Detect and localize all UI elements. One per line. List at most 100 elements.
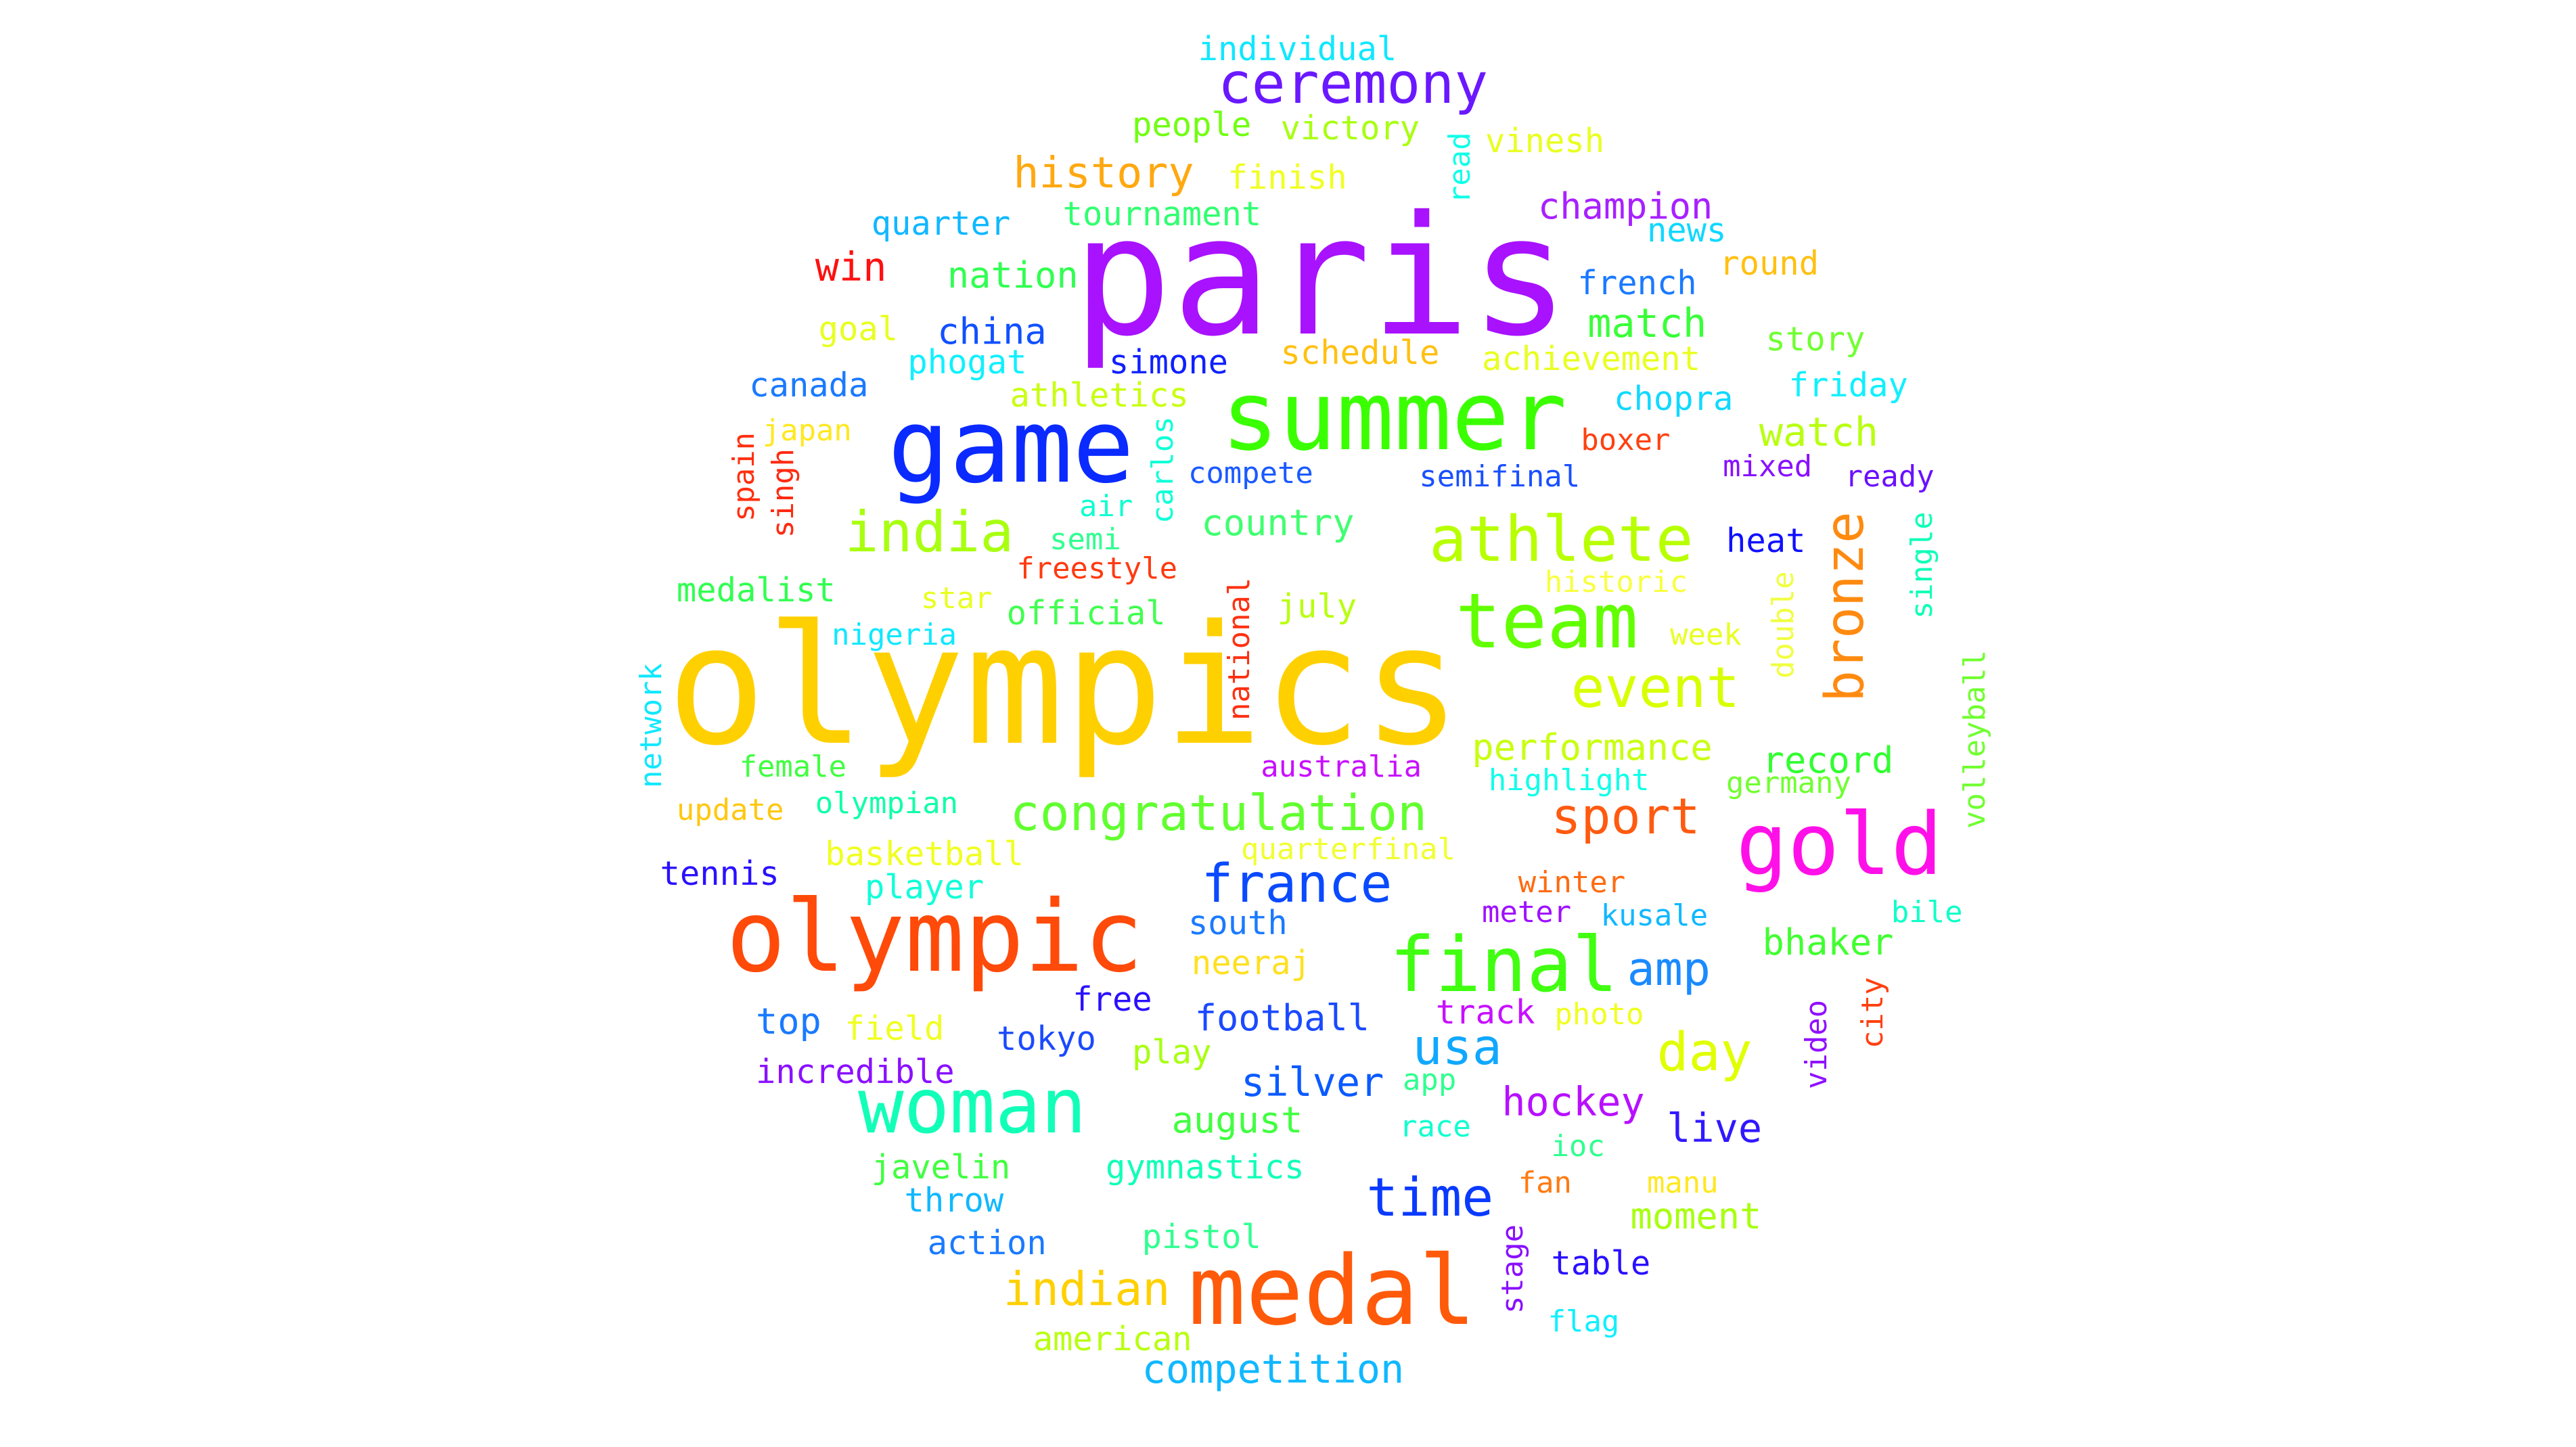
word-gymnastics: gymnastics bbox=[1106, 1148, 1305, 1187]
word-amp: amp bbox=[1627, 942, 1711, 996]
word-olympics: olympics bbox=[666, 589, 1462, 782]
word-mixed: mixed bbox=[1723, 449, 1813, 484]
word-highlight: highlight bbox=[1488, 762, 1650, 798]
word-performance: performance bbox=[1472, 725, 1713, 768]
word-compete: compete bbox=[1188, 455, 1313, 490]
word-hockey: hockey bbox=[1501, 1078, 1645, 1125]
word-air: air bbox=[1079, 488, 1133, 524]
word-volleyball: volleyball bbox=[1958, 649, 1993, 829]
word-video: video bbox=[1799, 999, 1834, 1089]
word-ioc: ioc bbox=[1551, 1129, 1605, 1164]
word-boxer: boxer bbox=[1581, 423, 1671, 458]
word-team: team bbox=[1455, 578, 1639, 666]
word-action: action bbox=[927, 1224, 1047, 1263]
word-tennis: tennis bbox=[660, 854, 779, 894]
word-winter: winter bbox=[1518, 865, 1626, 900]
word-moment: moment bbox=[1630, 1194, 1762, 1237]
word-player: player bbox=[864, 867, 985, 906]
word-quarterfinal: quarterfinal bbox=[1240, 832, 1455, 867]
word-record: record bbox=[1762, 739, 1894, 782]
word-photo: photo bbox=[1554, 996, 1644, 1032]
word-nation: nation bbox=[947, 254, 1079, 297]
word-official: official bbox=[1006, 593, 1166, 633]
word-stage: stage bbox=[1495, 1224, 1531, 1314]
word-history: history bbox=[1013, 147, 1194, 198]
word-manu: manu bbox=[1646, 1165, 1719, 1200]
word-athlete: athlete bbox=[1429, 503, 1694, 576]
word-bronze: bronze bbox=[1814, 511, 1876, 703]
word-freestyle: freestyle bbox=[1016, 551, 1178, 587]
word-summer: summer bbox=[1221, 361, 1567, 473]
word-friday: friday bbox=[1788, 366, 1908, 405]
word-august: august bbox=[1171, 1099, 1303, 1142]
word-top: top bbox=[755, 999, 821, 1042]
word-football: football bbox=[1194, 996, 1370, 1039]
word-table: table bbox=[1551, 1243, 1651, 1283]
word-south: south bbox=[1188, 904, 1288, 943]
word-goal: goal bbox=[818, 310, 899, 349]
word-time: time bbox=[1366, 1167, 1494, 1228]
word-national: national bbox=[1221, 577, 1257, 720]
word-meter: meter bbox=[1482, 894, 1572, 929]
word-play: play bbox=[1132, 1032, 1212, 1072]
word-field: field bbox=[844, 1009, 945, 1049]
word-july: july bbox=[1277, 587, 1357, 626]
word-free: free bbox=[1072, 980, 1152, 1019]
word-bhaker: bhaker bbox=[1762, 920, 1894, 963]
word-spain: spain bbox=[726, 432, 761, 522]
word-japan: japan bbox=[762, 413, 852, 448]
word-indian: indian bbox=[1003, 1263, 1171, 1316]
word-nigeria: nigeria bbox=[832, 617, 957, 652]
word-race: race bbox=[1399, 1109, 1471, 1144]
word-flag: flag bbox=[1547, 1304, 1620, 1339]
word-fan: fan bbox=[1518, 1165, 1572, 1200]
word-tournament: tournament bbox=[1062, 194, 1262, 233]
word-throw: throw bbox=[904, 1181, 1004, 1220]
word-match: match bbox=[1587, 300, 1707, 346]
word-double: double bbox=[1766, 571, 1801, 679]
word-update: update bbox=[676, 792, 784, 827]
word-singh: singh bbox=[766, 449, 801, 538]
word-french: french bbox=[1577, 264, 1697, 303]
word-canada: canada bbox=[749, 366, 869, 405]
word-chopra: chopra bbox=[1614, 379, 1734, 418]
word-australia: australia bbox=[1261, 750, 1422, 785]
word-pistol: pistol bbox=[1142, 1217, 1261, 1256]
word-olympian: olympian bbox=[815, 785, 959, 821]
word-track: track bbox=[1435, 993, 1535, 1032]
word-phogat: phogat bbox=[907, 343, 1027, 382]
word-incredible: incredible bbox=[755, 1052, 955, 1091]
word-win: win bbox=[815, 244, 887, 290]
word-competition: competition bbox=[1142, 1346, 1405, 1392]
word-olympic: olympic bbox=[726, 879, 1144, 995]
word-gold: gold bbox=[1736, 794, 1943, 895]
word-medalist: medalist bbox=[676, 570, 836, 610]
word-semi: semi bbox=[1049, 522, 1121, 557]
word-silver: silver bbox=[1240, 1059, 1384, 1105]
word-watch: watch bbox=[1759, 409, 1878, 455]
word-heat: heat bbox=[1726, 521, 1806, 560]
word-single: single bbox=[1905, 511, 1940, 620]
word-story: story bbox=[1765, 320, 1866, 359]
word-achievement: achievement bbox=[1482, 340, 1701, 379]
word-usa: usa bbox=[1412, 1019, 1502, 1077]
word-india: india bbox=[844, 499, 1014, 566]
word-news: news bbox=[1646, 211, 1727, 250]
word-day: day bbox=[1656, 1021, 1753, 1083]
word-tokyo: tokyo bbox=[997, 1019, 1096, 1059]
word-semifinal: semifinal bbox=[1419, 459, 1581, 494]
word-bile: bile bbox=[1891, 894, 1963, 929]
word-american: american bbox=[1033, 1319, 1192, 1358]
word-finish: finish bbox=[1227, 158, 1347, 197]
word-read: read bbox=[1443, 132, 1478, 204]
word-city: city bbox=[1855, 977, 1891, 1049]
word-france: france bbox=[1201, 854, 1393, 915]
word-individual: individual bbox=[1198, 29, 1397, 68]
word-round: round bbox=[1719, 244, 1820, 283]
word-vinesh: vinesh bbox=[1485, 122, 1605, 161]
word-week: week bbox=[1670, 617, 1742, 652]
word-neeraj: neeraj bbox=[1191, 943, 1311, 982]
word-ceremony: ceremony bbox=[1217, 50, 1489, 116]
word-historic: historic bbox=[1544, 564, 1688, 599]
